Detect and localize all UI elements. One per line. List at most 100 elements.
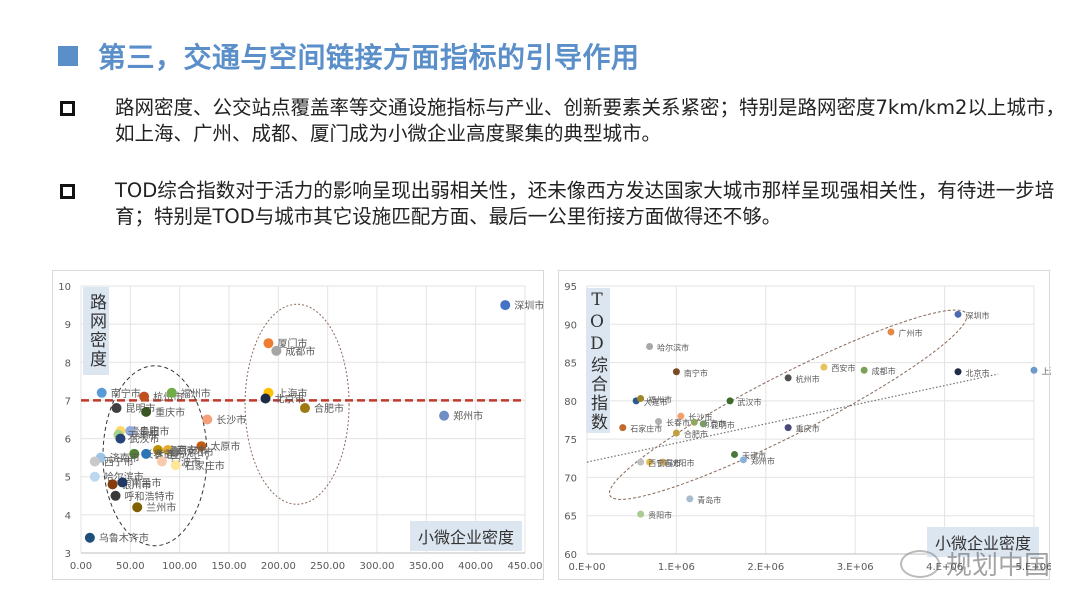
svg-text:大连市: 大连市: [644, 397, 668, 407]
data-point: 太原市: [196, 440, 240, 453]
svg-text:上海市: 上海市: [1042, 366, 1052, 376]
data-point: 石家庄市: [619, 424, 662, 434]
svg-text:西宁市: 西宁市: [104, 455, 134, 468]
bullet-item-2: TOD综合指数对于活力的影响呈现出弱相关性，还未像西方发达国家大城市那样呈现强相…: [60, 178, 1075, 230]
data-point: 武汉市: [726, 397, 762, 407]
x-tick-label: 0.00: [70, 561, 92, 572]
x-tick-label: 4.E+06: [926, 562, 963, 573]
svg-text:广州市: 广州市: [898, 328, 922, 338]
data-point: 西安市: [820, 363, 855, 373]
svg-text:南昌市: 南昌市: [131, 476, 161, 489]
y-tick-label: 75: [564, 435, 577, 446]
svg-text:重庆市: 重庆市: [796, 424, 820, 434]
data-point: 沈阳市: [659, 458, 694, 468]
data-point: 南昌市: [117, 476, 161, 489]
svg-text:深圳市: 深圳市: [966, 310, 990, 320]
svg-text:成都市: 成都市: [285, 345, 315, 358]
data-point: 南京市: [690, 418, 726, 428]
svg-text:天津市: 天津市: [127, 429, 157, 442]
svg-text:武汉市: 武汉市: [129, 433, 159, 446]
data-point: 武汉市: [115, 433, 159, 446]
data-point: 长沙市: [677, 412, 712, 422]
slide-title: 第三，交通与空间链接方面指标的引导作用: [58, 36, 640, 76]
data-point: 成都市: [271, 345, 315, 358]
tod-index-scatter-chart: 0.E+00 1.E+06 2.E+06 3.E+06 4.E+06 5.E+06 60 65…: [558, 270, 1052, 580]
cluster-ellipse-high: [244, 303, 350, 505]
svg-text:昆明市: 昆明市: [126, 402, 156, 415]
data-point: 长春市: [655, 418, 690, 428]
data-point: 青岛市: [686, 495, 721, 505]
svg-text:成都市: 成都市: [872, 366, 896, 376]
svg-text:郑州市: 郑州市: [751, 456, 775, 466]
data-point: 上海市: [1030, 366, 1052, 376]
road-density-scatter-chart: 0.00 50.00 100.00 150.00 200.00 250.00 300.00 3…: [52, 270, 544, 580]
hollow-square-bullet-icon: [60, 184, 75, 199]
svg-text:贵阳市: 贵阳市: [139, 425, 169, 438]
chart-plot-area: 0.00 50.00 100.00 150.00 200.00 250.00 300.00 3…: [58, 282, 544, 572]
data-point: 北京市: [260, 393, 305, 406]
svg-text:武汉市: 武汉市: [738, 397, 762, 407]
svg-text:石家庄市: 石家庄市: [630, 424, 662, 434]
x-tick-label: 300.00: [360, 561, 395, 572]
svg-text:石家庄市: 石家庄市: [185, 459, 225, 472]
svg-text:南京市: 南京市: [702, 418, 726, 428]
watermark-text: 规划中国: [946, 551, 1051, 581]
y-tick-label: 70: [564, 473, 577, 484]
x-tick-label: 350.00: [409, 561, 444, 572]
data-point: 重庆市: [784, 424, 820, 434]
y-tick-label: 60: [564, 550, 577, 561]
y-tick-label: 8: [65, 358, 71, 369]
svg-text:青岛市: 青岛市: [697, 495, 721, 505]
svg-text:福州市: 福州市: [648, 395, 672, 405]
wechat-icon: [900, 549, 940, 578]
x-tick-label: 100.00: [162, 561, 197, 572]
data-point: 哈尔滨市: [646, 342, 689, 352]
data-point: 贵阳市: [637, 510, 672, 520]
x-tick-label: 3.E+06: [837, 562, 874, 573]
data-point: 郑州市: [439, 410, 483, 423]
cluster-ellipse: [608, 309, 968, 500]
data-point: 成都市: [860, 366, 896, 376]
data-point: 兰州市: [132, 501, 176, 514]
svg-text:贵阳市: 贵阳市: [648, 510, 672, 520]
bullet-text-2: TOD综合指数对于活力的影响呈现出弱相关性，还未像西方发达国家大城市那样呈现强相…: [115, 179, 1055, 228]
x-tick-label: 150.00: [212, 561, 247, 572]
svg-text:长春市: 长春市: [666, 418, 690, 428]
data-point: 南昌市: [646, 458, 681, 468]
svg-text:上海市: 上海市: [277, 387, 307, 400]
data-point: 郑州市: [739, 456, 775, 466]
y-axis-label: TOD综合指数: [586, 288, 610, 433]
y-axis-label: 路网密度: [83, 287, 109, 375]
data-point: 合肥市: [299, 402, 344, 415]
svg-text:西安市: 西安市: [177, 444, 207, 457]
hollow-square-bullet-icon: [60, 101, 75, 116]
svg-text:南宁市: 南宁市: [684, 368, 708, 378]
data-point: 福州市: [166, 387, 211, 400]
data-point: 北京市: [954, 368, 990, 378]
svg-text:乌鲁木齐市: 乌鲁木齐市: [99, 532, 149, 545]
svg-text:西安市: 西安市: [831, 363, 855, 373]
data-point: 上海市: [263, 387, 307, 400]
svg-text:合肥市: 合肥市: [684, 429, 708, 439]
data-point: 呼和浩特市: [110, 490, 175, 503]
x-tick-label: 400.00: [458, 561, 493, 572]
svg-text:北京市: 北京市: [275, 393, 305, 406]
svg-text:厦门市: 厦门市: [277, 337, 307, 350]
y-tick-label: 90: [564, 320, 577, 331]
y-tick-label: 6: [65, 435, 71, 446]
svg-text:兰州市: 兰州市: [146, 501, 176, 514]
data-point: 天津市: [731, 450, 766, 460]
svg-text:郑州市: 郑州市: [453, 410, 483, 423]
data-point: 福州市: [637, 395, 672, 405]
x-axis-label: 小微企业密度: [927, 527, 1040, 557]
data-point: 广州市: [887, 328, 922, 338]
data-point: 长沙市: [202, 414, 246, 427]
y-tick-label: 9: [65, 320, 71, 331]
data-point: 南宁市: [672, 368, 708, 378]
svg-text:济南市: 济南市: [110, 452, 140, 465]
svg-text:杭州市: 杭州市: [796, 374, 820, 384]
x-tick-label: 1.E+06: [658, 562, 695, 573]
svg-text:南宁市: 南宁市: [111, 387, 141, 400]
svg-text:长沙市: 长沙市: [688, 412, 712, 422]
data-point: 合肥市: [672, 429, 708, 439]
